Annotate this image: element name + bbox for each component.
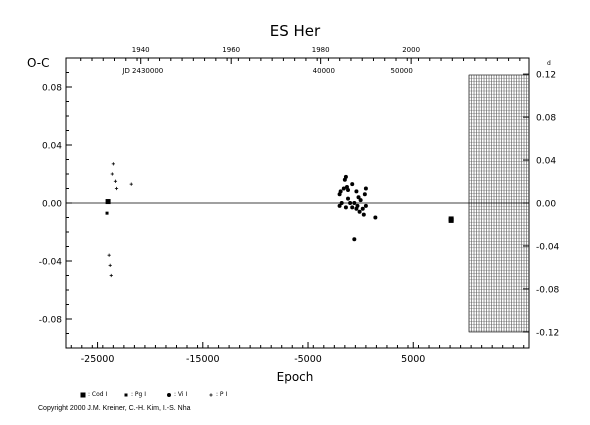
y-right-tick-label: 0.08 [536, 114, 556, 124]
y-tick-label: -0.08 [39, 316, 63, 326]
legend-item: : Pg I [123, 391, 146, 398]
data-point-vi-i [352, 201, 357, 205]
data-point-vi-i [341, 186, 346, 191]
data-point-vi-i [350, 205, 355, 210]
data-point-p-i [111, 162, 115, 166]
y-right-tick-label: -0.12 [536, 328, 559, 338]
y-tick-label: 0.04 [42, 142, 62, 152]
data-point-cod-i [448, 217, 454, 223]
y-right-tick-label: 0.12 [536, 71, 556, 81]
data-point-vi-i [352, 237, 357, 242]
data-point-vi-i [363, 186, 368, 191]
legend-marker-shape [80, 392, 86, 397]
data-point-vi-i [361, 212, 366, 217]
data-point-p-i [129, 182, 133, 186]
copyright-text: Copyright 2000 J.M. Kreiner, C.-H. Kim, … [38, 405, 191, 412]
year-tick-label: 1980 [312, 46, 330, 54]
data-point-vi-i [339, 201, 344, 205]
y-right-tick-label: -0.04 [536, 242, 560, 252]
legend-item: : P I [208, 391, 227, 398]
legend-marker [167, 392, 171, 397]
x-tick-label: 5000 [401, 354, 425, 365]
y-right-tick-label: 0.00 [536, 200, 556, 210]
year-tick-label: 1940 [132, 46, 150, 54]
jd-label: 40000 [313, 67, 335, 75]
data-point-vi-i [356, 195, 361, 200]
legend-label: : Cod I [88, 391, 108, 398]
legend-item: : Cod I [80, 391, 107, 398]
legend-marker [209, 392, 213, 397]
data-point-pg-i [105, 211, 109, 215]
legend-marker-shape [167, 392, 171, 397]
data-points [105, 162, 454, 278]
data-point-vi-i [338, 189, 343, 194]
data-point-vi-i [373, 215, 378, 220]
legend-label: : Vi I [174, 391, 188, 398]
legend-marker [124, 393, 128, 396]
x-tick-label: -5000 [294, 354, 322, 365]
legend-marker-shape [209, 392, 213, 397]
chart-title: ES Her [270, 22, 321, 40]
data-point-vi-i [337, 203, 342, 208]
legend-marker-shape [124, 393, 128, 396]
data-point-vi-i [358, 198, 363, 203]
x-axis-label: Epoch [277, 370, 314, 384]
data-point-vi-i [357, 209, 362, 214]
data-point-p-i [107, 253, 111, 257]
y-tick-label: -0.04 [39, 258, 63, 268]
jd-label: JD 2430000 [121, 67, 163, 75]
data-point-p-i [114, 186, 119, 191]
data-point-p-i [110, 172, 114, 176]
data-point-vi-i [350, 182, 355, 187]
data-point-cod-i [105, 199, 111, 205]
y-tick-label: 0.00 [42, 200, 62, 210]
axes: -25000 -15000 -5000 5000 -0.08 -0.04 0.00 0.04 0… [39, 46, 560, 365]
data-point-vi-i [354, 189, 359, 194]
legend-label: : P I [216, 391, 228, 398]
data-point-vi-i [343, 174, 348, 179]
data-point-vi-i [360, 206, 365, 211]
data-point-vi-i [343, 205, 348, 210]
y-right-tick-label: -0.08 [536, 285, 560, 295]
year-tick-label: 1960 [222, 46, 240, 54]
data-point-vi-i [362, 192, 367, 197]
data-point-p-i [113, 179, 118, 183]
x-tick-label: -25000 [81, 354, 115, 365]
legend-marker [80, 392, 86, 397]
x-tick-label: -15000 [186, 354, 220, 365]
data-point-p-i [109, 273, 113, 278]
data-point-vi-i [363, 203, 368, 208]
y-right-unit-label: d [547, 60, 551, 67]
year-tick-label: 2000 [402, 46, 420, 54]
data-point-vi-i [348, 201, 353, 205]
jd-label: 50000 [391, 67, 413, 75]
data-point-vi-i [355, 203, 360, 208]
data-point-vi-i [346, 187, 351, 192]
y-right-tick-label: 0.04 [536, 157, 556, 167]
y-tick-label: 0.08 [42, 84, 62, 94]
grid-block [468, 74, 530, 333]
data-point-vi-i [346, 196, 351, 201]
y-axis-label: O-C [27, 56, 50, 70]
legend-item: : Vi I [166, 391, 187, 398]
data-point-p-i [108, 263, 112, 267]
legend-label: : Pg I [131, 391, 147, 398]
